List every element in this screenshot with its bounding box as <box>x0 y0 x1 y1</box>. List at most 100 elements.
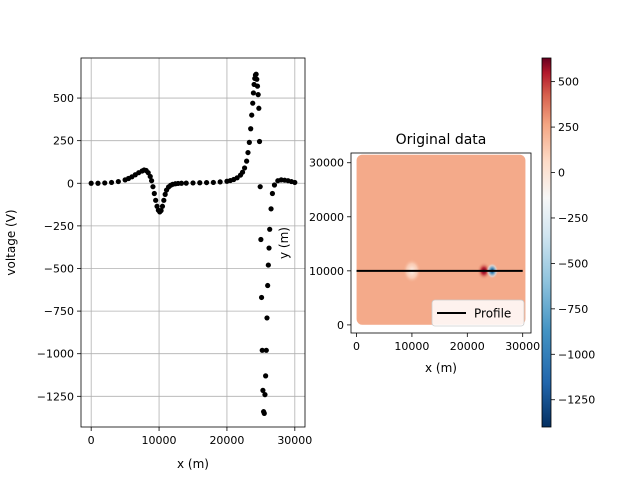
left-x-axis-label: x (m) <box>177 457 209 471</box>
data-point <box>260 387 266 393</box>
left-axes-frame <box>80 57 306 428</box>
data-point <box>178 180 185 186</box>
map-legend: Profile <box>431 299 525 327</box>
data-point <box>210 179 216 186</box>
data-point <box>271 182 278 188</box>
data-point <box>253 71 259 77</box>
data-point <box>250 90 257 96</box>
data-point <box>263 347 269 353</box>
data-point <box>154 203 160 209</box>
data-point <box>241 165 248 171</box>
data-point <box>250 100 256 106</box>
map-x-ticks: 0 10000 20000 30000 <box>353 333 540 353</box>
data-point <box>266 245 272 251</box>
data-point <box>265 262 271 268</box>
y-tick-label: −250 <box>44 220 74 233</box>
data-point <box>258 294 265 301</box>
data-point <box>190 180 196 186</box>
profile-plot: 0 10000 20000 30000 500 250 0 −250 −500 −750 −100… <box>4 57 312 471</box>
map-x-axis-label: x (m) <box>425 361 457 375</box>
data-point <box>263 373 269 379</box>
data-point <box>254 83 261 89</box>
data-point <box>257 184 263 190</box>
data-point <box>115 178 121 185</box>
data-point <box>245 149 251 156</box>
data-point <box>267 226 273 232</box>
left-x-ticks: 0 10000 20000 30000 <box>88 427 312 447</box>
y-tick-label: −1250 <box>37 390 74 403</box>
data-point <box>249 112 255 118</box>
map-x-tick-label: 0 <box>353 340 360 353</box>
data-point <box>158 207 164 214</box>
data-point <box>256 138 263 145</box>
data-point <box>265 282 271 289</box>
data-point <box>102 180 108 186</box>
x-tick-label: 0 <box>88 434 95 447</box>
left-y-ticks: 500 250 0 −250 −500 −750 −1000 −1250 <box>37 92 81 403</box>
map-background <box>356 154 526 325</box>
data-point <box>254 76 260 82</box>
data-point <box>258 236 264 243</box>
colorbar-gradient <box>541 57 552 428</box>
data-point <box>88 180 94 186</box>
colorbar-tick-label: 250 <box>558 121 579 134</box>
map-y-tick-label: 20000 <box>309 211 344 224</box>
data-point <box>246 139 252 145</box>
data-point <box>150 184 156 190</box>
data-point <box>259 347 265 353</box>
data-point <box>162 191 168 197</box>
data-point <box>161 197 167 203</box>
map-y-ticks: 0 10000 20000 30000 <box>309 157 351 332</box>
map-y-axis-label: y (m) <box>277 227 291 259</box>
data-point <box>256 105 262 111</box>
y-tick-label: 250 <box>53 135 74 148</box>
data-point <box>159 203 166 209</box>
data-point <box>248 126 254 132</box>
map-y-tick-label: 30000 <box>309 157 344 170</box>
data-point <box>255 92 261 98</box>
map-field <box>356 154 526 325</box>
data-point <box>151 190 157 197</box>
y-tick-label: 0 <box>67 177 74 190</box>
x-tick-label: 10000 <box>142 434 177 447</box>
left-y-axis-label: voltage (V) <box>4 209 18 275</box>
data-point <box>217 179 223 185</box>
y-tick-label: −750 <box>44 305 74 318</box>
map-x-tick-label: 20000 <box>450 340 485 353</box>
colorbar: 500 250 0 −250 −500 −750 −1000 −1250 <box>541 57 595 428</box>
y-tick-label: −500 <box>44 262 74 275</box>
left-points <box>88 71 298 416</box>
legend-entry-profile: Profile <box>474 307 511 321</box>
colorbar-ticks: 500 250 0 −250 −500 −750 −1000 −1250 <box>551 76 595 407</box>
map-title: Original data <box>396 132 487 148</box>
data-point <box>108 179 115 186</box>
data-point <box>95 180 101 186</box>
colorbar-tick-label: −750 <box>558 303 588 316</box>
data-point <box>147 173 153 180</box>
data-point <box>269 190 276 197</box>
map-x-tick-label: 30000 <box>505 340 540 353</box>
colorbar-tick-label: −250 <box>558 212 588 225</box>
data-point <box>148 178 155 184</box>
y-tick-label: −1000 <box>37 348 74 361</box>
data-point <box>239 169 246 175</box>
x-tick-label: 30000 <box>277 434 312 447</box>
colorbar-tick-label: 500 <box>558 76 579 89</box>
data-point <box>203 179 210 186</box>
colorbar-tick-label: 0 <box>558 167 565 180</box>
data-point <box>292 179 298 186</box>
colorbar-tick-label: −1000 <box>558 348 595 361</box>
map-axes-frame <box>350 152 532 334</box>
y-tick-label: 500 <box>53 92 74 105</box>
data-point <box>262 392 268 398</box>
x-tick-label: 20000 <box>209 434 244 447</box>
colorbar-tick-label: −500 <box>558 257 588 270</box>
map-y-tick-label: 0 <box>337 319 344 332</box>
legend-box <box>431 299 525 327</box>
colorbar-tick-label: −1250 <box>558 394 595 407</box>
map-plot: Original data 0 10000 20000 30000 0 10000 200… <box>277 132 540 375</box>
data-point <box>244 158 250 164</box>
data-point <box>153 197 159 203</box>
map-x-tick-label: 10000 <box>394 340 429 353</box>
